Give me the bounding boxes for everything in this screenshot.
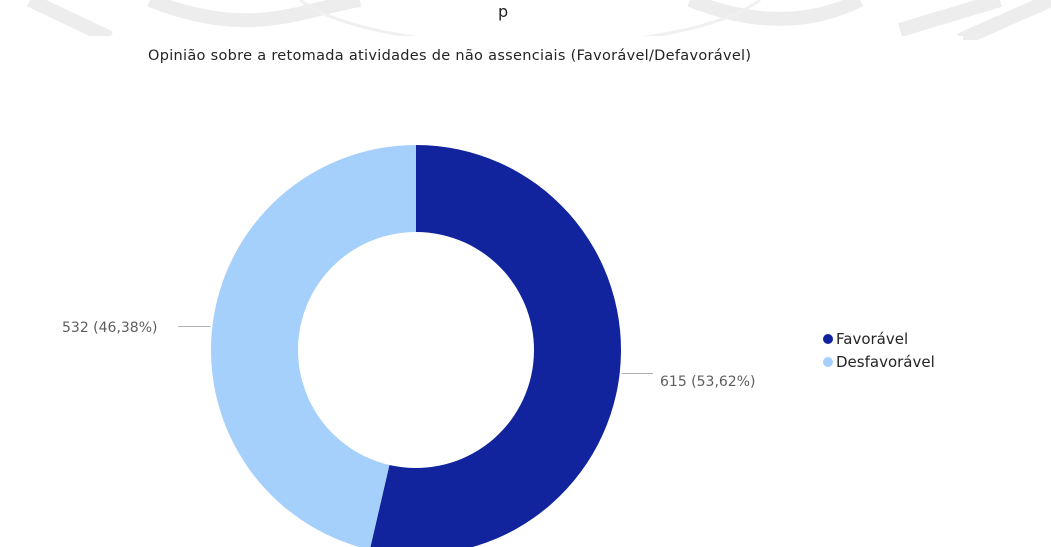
legend-item-desfavoravel[interactable]: Desfavorável [823, 351, 935, 372]
legend-marker-favoravel [823, 333, 833, 344]
data-label-desfavoravel: 532 (46,38%) [62, 320, 158, 336]
donut-slice-favoravel[interactable] [370, 145, 622, 547]
data-label-favoravel: 615 (53,62%) [660, 374, 756, 390]
chart-title: Opinião sobre a retomada atividades de n… [148, 48, 752, 64]
chart-legend: Favorável Desfavorável [823, 328, 935, 374]
legend-label-desfavoravel: Desfavorável [836, 352, 935, 371]
legend-label-favoravel: Favorável [836, 329, 909, 348]
header-text-fragment: p [498, 2, 509, 21]
legend-marker-desfavoravel [823, 356, 833, 367]
legend-item-favoravel[interactable]: Favorável [823, 328, 935, 349]
donut-slice-desfavoravel[interactable] [211, 145, 416, 547]
